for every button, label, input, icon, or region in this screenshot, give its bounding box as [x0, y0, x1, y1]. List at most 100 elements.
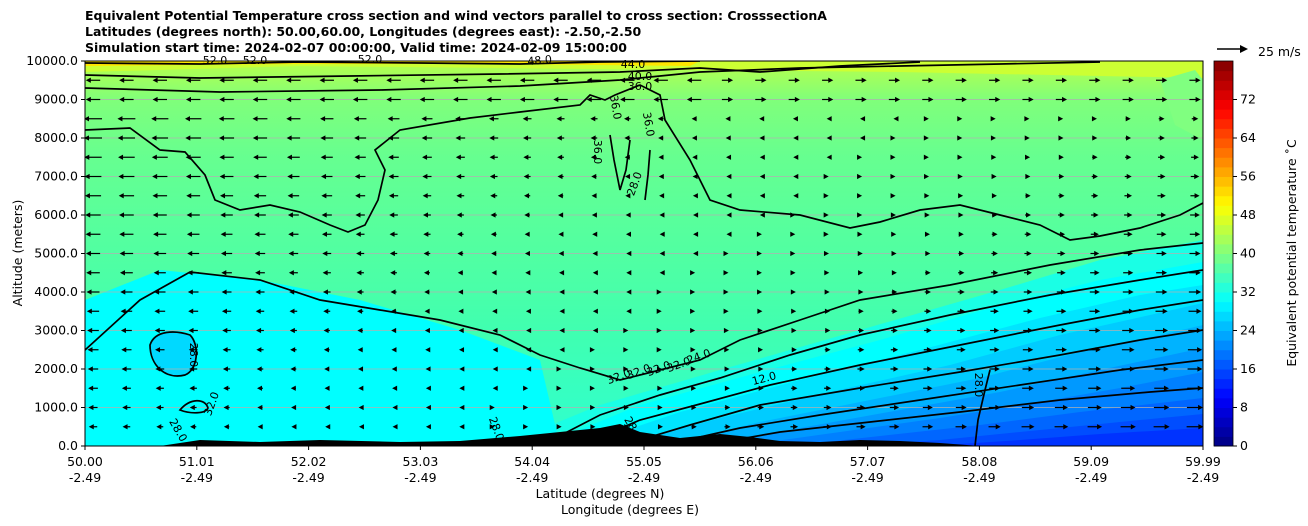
wind-vector-head: [1196, 327, 1202, 334]
wind-vector-head: [289, 327, 295, 334]
wind-vector-head: [757, 289, 763, 295]
wind-vector-head: [1161, 212, 1167, 218]
wind-vector-head: [725, 135, 731, 141]
wind-vector-head: [659, 231, 665, 237]
wind-vector-head: [322, 231, 328, 237]
wind-vector-head: [290, 385, 296, 391]
wind-vector-head: [358, 424, 364, 430]
wind-vector-head: [1193, 135, 1199, 141]
colorbar-band: [1214, 109, 1233, 120]
x-tick-label-lat: 58.08: [962, 454, 998, 469]
wind-vector-head: [1095, 308, 1101, 314]
wind-vector-head: [756, 231, 762, 237]
wind-vector-head: [1126, 135, 1132, 141]
wind-vector-head: [154, 289, 160, 295]
wind-vector-head: [990, 135, 996, 141]
wind-vector-head: [85, 250, 91, 257]
wind-vector-head: [489, 135, 495, 141]
wind-vector-head: [118, 173, 124, 180]
wind-vector-head: [991, 193, 997, 199]
wind-vector-head: [625, 173, 631, 180]
wind-vector-head: [152, 193, 158, 199]
wind-vector-head: [222, 366, 228, 372]
wind-vector-head: [291, 404, 297, 411]
wind-vector-head: [1029, 424, 1035, 430]
wind-vector-head: [825, 347, 831, 353]
wind-vector-head: [222, 327, 228, 334]
wind-vector-head: [119, 77, 125, 83]
colorbar-band: [1214, 311, 1233, 322]
wind-vector-head: [759, 116, 765, 122]
wind-vector-head: [424, 327, 430, 334]
wind-vector-head: [589, 347, 595, 353]
wind-vector-head: [1197, 366, 1203, 372]
wind-vector-head: [923, 154, 929, 160]
wind-vector-head: [389, 231, 395, 237]
x-tick-label-lon: -2.49: [851, 470, 883, 485]
wind-vector-head: [1060, 231, 1066, 237]
wind-vector-head: [994, 366, 1000, 372]
wind-vector-head: [218, 116, 224, 122]
wind-vector-head: [1198, 404, 1203, 411]
wind-vector-head: [117, 135, 123, 141]
colorbar-band: [1214, 138, 1233, 149]
wind-vector-head: [659, 250, 665, 257]
wind-vector-head: [459, 366, 465, 372]
wind-vector-head: [1194, 193, 1200, 199]
wind-vector-head: [457, 231, 463, 237]
colorbar-tick-label: 24: [1240, 323, 1256, 338]
wind-vector-head: [492, 366, 498, 372]
colorbar-band: [1214, 205, 1233, 216]
wind-vector-head: [957, 173, 963, 180]
wind-vector-head: [960, 308, 966, 314]
wind-vector-head: [791, 308, 797, 314]
wind-vector-head: [620, 96, 626, 103]
x-tick-label-lon: -2.49: [181, 470, 213, 485]
wind-vector-head: [1163, 327, 1169, 334]
wind-vector-head: [623, 347, 629, 353]
wind-vector-head: [221, 270, 227, 276]
wind-vector-head: [826, 135, 832, 141]
wind-vector-head: [324, 385, 330, 391]
wind-vector-head: [1062, 77, 1068, 83]
wind-vector-head: [1025, 212, 1031, 218]
colorbar-band: [1214, 359, 1233, 370]
wind-vector-head: [690, 327, 696, 334]
wind-vector-head: [626, 270, 632, 276]
colorbar-band: [1214, 89, 1233, 100]
colorbar-band: [1214, 301, 1233, 312]
colorbar-tick-label: 32: [1240, 284, 1256, 299]
wind-vector-head: [321, 173, 327, 180]
wind-vector-head: [894, 404, 900, 411]
wind-vector-head: [491, 270, 497, 276]
wind-vector-head: [185, 154, 191, 160]
colorbar-band: [1214, 340, 1233, 351]
wind-vector-head: [419, 77, 425, 83]
wind-vector-head: [151, 116, 157, 122]
wind-vector-head: [257, 385, 263, 391]
wind-vector-head: [559, 347, 565, 353]
wind-vector-head: [526, 347, 532, 353]
y-tick-label: 2000.0: [34, 361, 78, 376]
wind-vector-head: [1127, 231, 1133, 237]
wind-vector-head: [523, 385, 529, 391]
wind-vector-head: [1128, 289, 1134, 295]
wind-vector-head: [1061, 308, 1067, 314]
wind-vector-head: [623, 327, 629, 334]
wind-vector-head: [85, 193, 90, 199]
wind-vector-head: [387, 116, 393, 122]
wind-vector-head: [1197, 385, 1203, 391]
wind-vector-head: [825, 327, 831, 334]
colorbar-band: [1214, 320, 1233, 331]
wind-vector-head: [288, 270, 294, 276]
wind-vector-head: [759, 154, 765, 160]
wind-vector-head: [422, 154, 428, 160]
contour-line: [85, 242, 1203, 381]
wind-vector-head: [961, 96, 967, 103]
wind-vector-head: [85, 231, 91, 237]
wind-vector-head: [522, 116, 528, 122]
wind-vector-head: [1062, 366, 1068, 372]
wind-vector-head: [624, 154, 630, 160]
wind-vector-head: [323, 347, 329, 353]
